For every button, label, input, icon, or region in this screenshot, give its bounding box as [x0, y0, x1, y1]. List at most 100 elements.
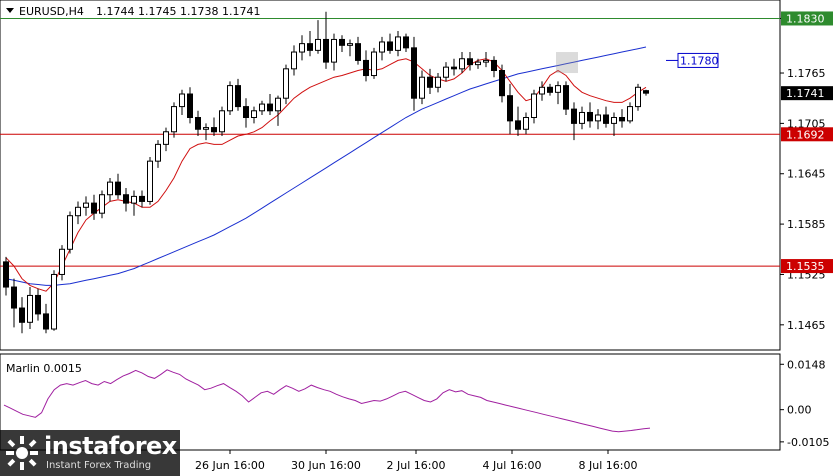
candle: [595, 109, 601, 130]
indicator-tick-label: 0.0148: [787, 358, 826, 371]
candle: [195, 110, 201, 136]
candle: [99, 190, 105, 219]
candle: [27, 287, 33, 330]
candle: [451, 58, 457, 76]
chart-ohlc: 1.1744 1.1745 1.1738 1.1741: [96, 5, 260, 18]
candle: [571, 102, 577, 141]
candle: [163, 127, 169, 152]
indicator-label: Marlin 0.0015: [6, 362, 82, 375]
candle-body: [91, 202, 97, 214]
candle-body: [523, 117, 529, 130]
price-tick-label: 1.1465: [787, 319, 826, 332]
candle: [515, 106, 521, 136]
candle: [203, 123, 209, 141]
candle: [51, 270, 57, 331]
candle-body: [187, 93, 193, 119]
target-label: 1.1780: [680, 54, 719, 67]
candle: [235, 78, 241, 111]
candle-body: [515, 120, 521, 130]
candle-body: [299, 43, 305, 53]
candle: [627, 102, 633, 124]
price-tick-label: 1.1585: [787, 218, 826, 231]
candle: [35, 288, 41, 321]
candle-body: [507, 95, 513, 122]
ma-blue-line: [5, 46, 647, 286]
candle: [611, 112, 617, 136]
candle-body: [291, 51, 297, 70]
candle-body: [139, 195, 145, 202]
candle: [243, 98, 249, 128]
price-tags: 1.1830 1.1692 1.1535 1.1741: [781, 11, 833, 274]
candle: [563, 81, 569, 115]
candle-body: [155, 143, 161, 162]
instaforex-watermark: instaforex Instant Forex Trading: [0, 430, 180, 476]
candle: [483, 52, 489, 68]
candle: [643, 89, 649, 96]
candle-body: [115, 181, 121, 196]
candle-body: [331, 38, 337, 63]
price-tick-label: 1.1705: [787, 117, 826, 130]
candle-body: [259, 103, 265, 112]
level-tag-bg-2: [781, 259, 833, 274]
candle-body: [147, 160, 153, 202]
highlight-zone: [556, 52, 578, 74]
candle-body: [307, 43, 313, 51]
candle-body: [59, 248, 65, 275]
candle-body: [499, 70, 505, 97]
candle: [67, 211, 73, 254]
candle-body: [51, 273, 57, 330]
candle: [619, 109, 625, 128]
candle-body: [67, 215, 73, 250]
candle: [155, 140, 161, 168]
candle-body: [195, 117, 201, 130]
candle-body: [371, 51, 377, 77]
time-axis: 26 Jun 16:00 30 Jun 16:00 2 Jul 16:00 4 Jul…: [195, 450, 637, 472]
candle-body: [275, 97, 281, 112]
candle-body: [107, 181, 113, 196]
candle: [403, 33, 409, 53]
candle: [211, 117, 217, 136]
candle-body: [99, 194, 105, 214]
level-tag-1: 1.1692: [786, 128, 825, 141]
candle: [539, 81, 545, 101]
candle: [147, 156, 153, 205]
candle: [3, 256, 9, 296]
candle: [75, 201, 81, 225]
candle: [227, 81, 233, 115]
candle: [43, 303, 49, 334]
candle: [355, 36, 361, 65]
candle-body: [587, 111, 593, 122]
candle: [251, 106, 257, 124]
candle: [427, 68, 433, 95]
candle: [499, 64, 505, 103]
instaforex-logo-icon: [6, 436, 38, 470]
candle-body: [11, 286, 17, 309]
price-tick-label: 1.1645: [787, 168, 826, 181]
candle: [187, 87, 193, 124]
time-tick-label: 30 Jun 16:00: [291, 459, 361, 472]
candle-body: [379, 41, 385, 53]
candle-body: [595, 114, 601, 122]
candle: [339, 35, 345, 53]
candle-body: [387, 41, 393, 51]
time-tick-label: 4 Jul 16:00: [483, 459, 542, 472]
candle-body: [539, 86, 545, 95]
candle-body: [475, 61, 481, 66]
candle-body: [435, 76, 441, 88]
main-plot-area: [0, 0, 781, 351]
candle-body: [243, 106, 249, 119]
marlin-line: [3, 369, 651, 433]
price-axis: 1.18301.17651.17051.16451.15851.15251.14…: [780, 12, 826, 332]
candle-body: [347, 43, 353, 46]
symbol-dropdown-icon[interactable]: [6, 8, 14, 13]
candle-body: [267, 103, 273, 112]
candle: [91, 194, 97, 220]
level-tag-bg-0: [781, 11, 833, 26]
candle-body: [547, 86, 553, 93]
candle: [123, 188, 129, 212]
candle-body: [395, 36, 401, 51]
candle-body: [355, 43, 361, 61]
candle: [267, 94, 273, 115]
candle-body: [211, 127, 217, 133]
candle: [139, 190, 145, 208]
